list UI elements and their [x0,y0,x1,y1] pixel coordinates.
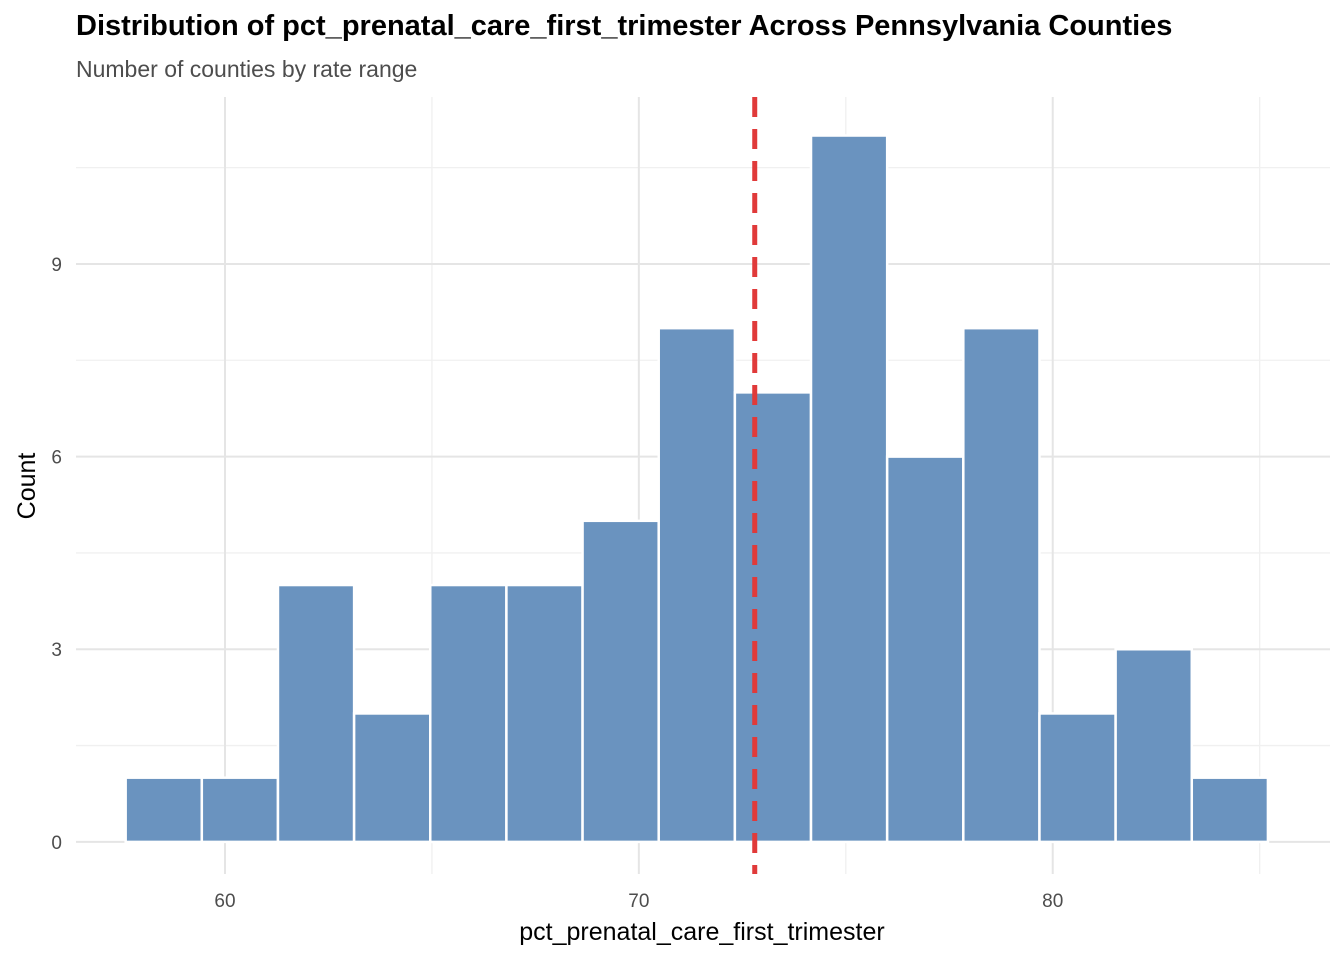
x-tick-label: 80 [1042,891,1063,912]
chart-title: Distribution of pct_prenatal_care_first_… [76,10,1173,42]
histogram-bar [962,326,1041,844]
histogram-bar [581,519,660,844]
histogram-bar [276,583,356,844]
y-axis-title: Count [13,453,41,520]
y-tick-label: 9 [51,255,62,276]
histogram-bars [124,134,1270,844]
histogram-bar [429,583,508,844]
x-tick-label: 60 [214,891,235,912]
y-tick-label: 3 [51,640,62,661]
histogram-bar [124,776,204,844]
histogram-bar [885,455,965,844]
y-tick-label: 6 [51,448,62,469]
histogram-bar [657,326,737,844]
x-tick-label: 70 [628,891,649,912]
histogram-bar [1114,647,1194,844]
x-axis-ticks: 60 70 80 [214,891,1063,912]
histogram-bar [733,391,813,844]
histogram-bar [1038,712,1117,844]
x-axis-title: pct_prenatal_care_first_trimester [519,918,884,946]
histogram-bar [352,712,432,844]
y-tick-label: 0 [51,833,62,854]
histogram-bar [1190,776,1270,844]
y-axis-ticks: 0 3 6 9 [51,255,62,854]
histogram-bar [809,134,889,844]
histogram-bar [200,776,280,844]
chart-subtitle: Number of counties by rate range [76,56,418,82]
histogram-bar [505,583,584,844]
